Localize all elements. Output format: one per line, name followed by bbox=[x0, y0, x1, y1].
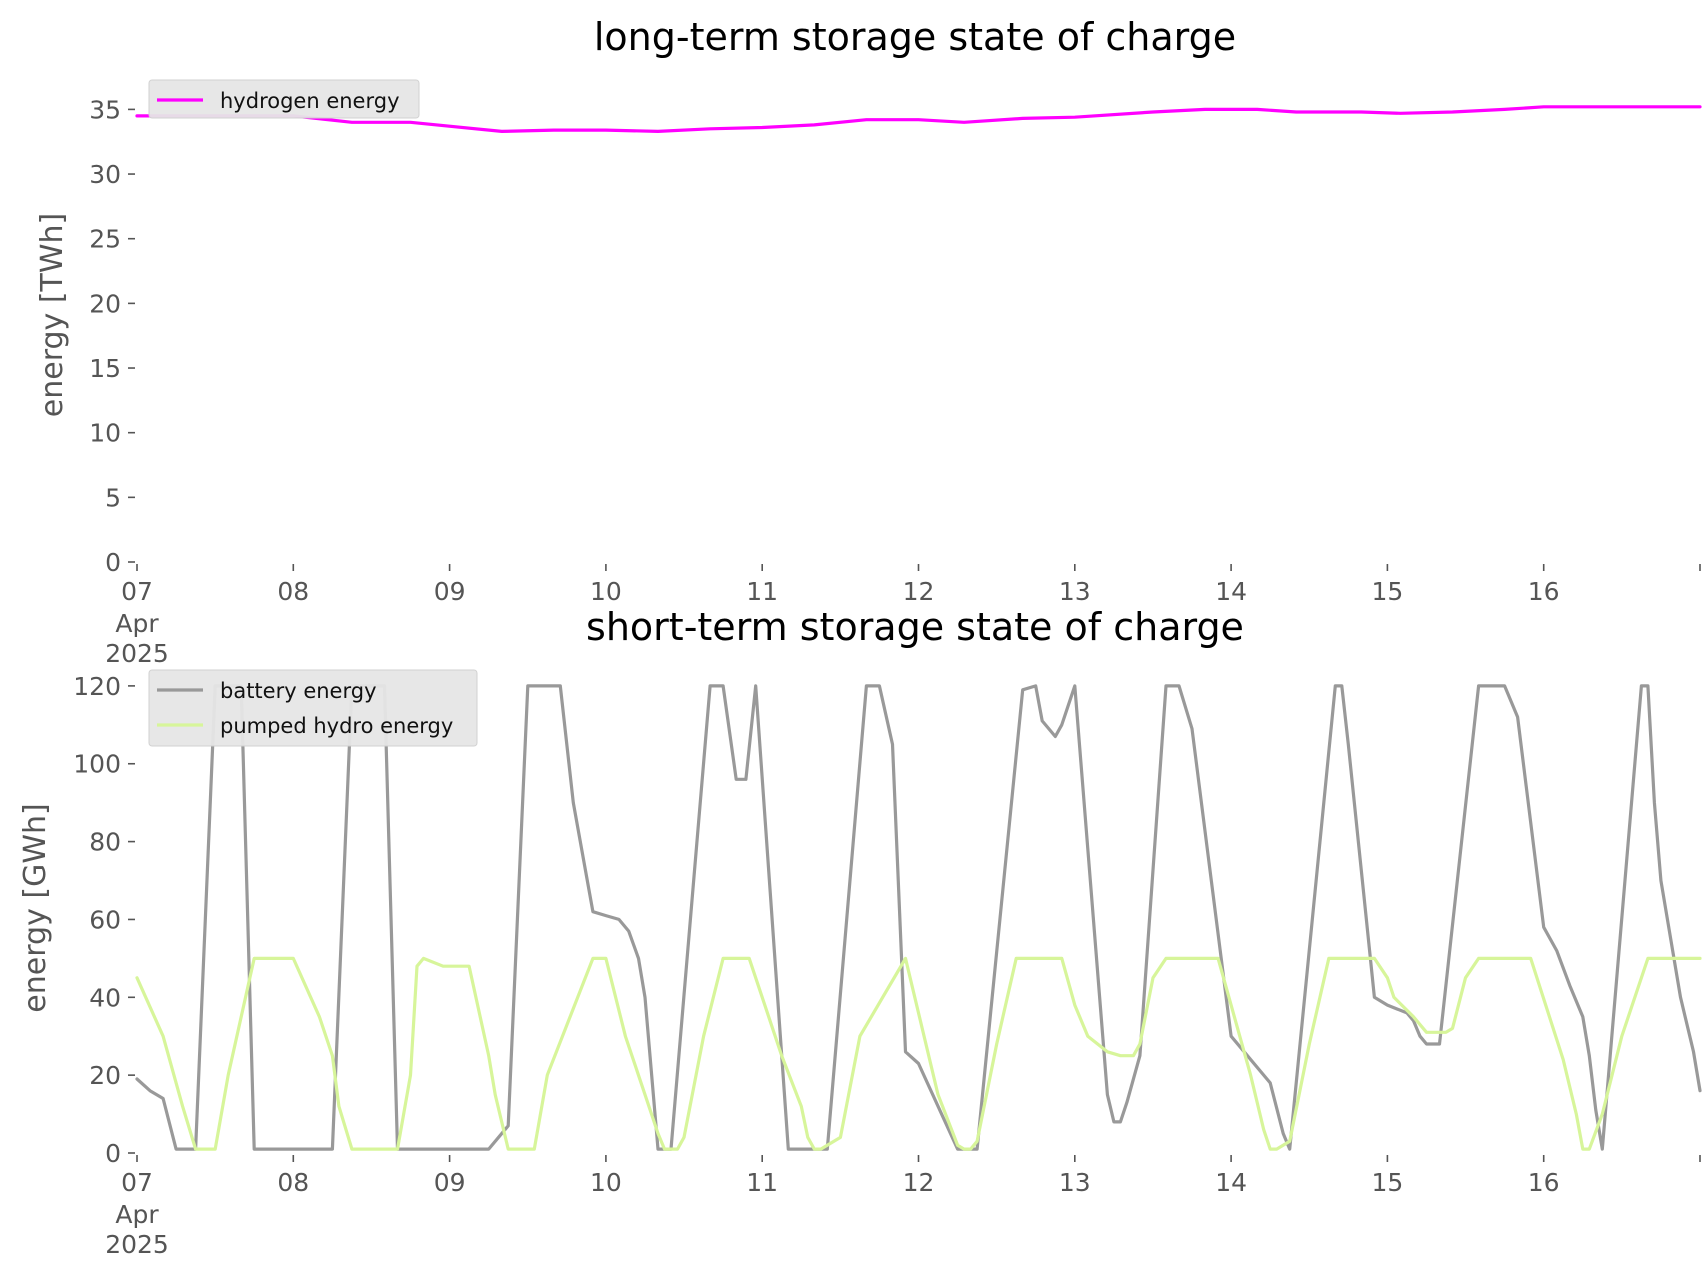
x-tick-label: 14 bbox=[1215, 1168, 1247, 1197]
y-axis-label-gwh: energy [GWh] bbox=[18, 803, 53, 1012]
x-tick-label: 12 bbox=[903, 577, 935, 606]
y-tick-label: 30 bbox=[89, 160, 121, 189]
legend-box bbox=[148, 79, 420, 119]
y-tick-label: 5 bbox=[105, 483, 121, 512]
y-tick-label: 60 bbox=[89, 905, 121, 934]
x-tick-label: 11 bbox=[746, 577, 778, 606]
x-tick-label: 15 bbox=[1371, 577, 1403, 606]
x-tick-label: 16 bbox=[1528, 1168, 1560, 1197]
short-term-panel: short-term storage state of charge energ… bbox=[18, 605, 1702, 1259]
x-tick-label: 14 bbox=[1215, 577, 1247, 606]
x-tick-label: 09 bbox=[434, 577, 466, 606]
x-tick-label: 07 bbox=[121, 577, 153, 606]
x-tick-label: 08 bbox=[277, 1168, 309, 1197]
series-lines-long-term bbox=[135, 105, 1702, 133]
x-tick-label: 13 bbox=[1059, 1168, 1091, 1197]
legend-label-hydrogen-energy: hydrogen energy bbox=[220, 89, 400, 113]
y-axis-ticks-short-term: 0 20 40 60 80 100 120 bbox=[73, 672, 135, 1168]
x-tick-label: 10 bbox=[590, 1168, 622, 1197]
y-tick-label: 35 bbox=[89, 95, 121, 124]
y-axis-ticks-long-term: 0 5 10 15 20 25 30 35 bbox=[89, 95, 135, 577]
y-tick-label: 25 bbox=[89, 225, 121, 254]
chart-title-long-term: long-term storage state of charge bbox=[594, 15, 1236, 59]
y-tick-label: 80 bbox=[89, 828, 121, 857]
x-tick-label: 13 bbox=[1059, 577, 1091, 606]
legend-long-term: hydrogen energy bbox=[148, 79, 420, 119]
legend-label-pumped-hydro-energy: pumped hydro energy bbox=[220, 714, 453, 738]
x-tick-label: 08 bbox=[277, 577, 309, 606]
y-tick-label: 0 bbox=[105, 548, 121, 577]
x-tick-label: 16 bbox=[1528, 577, 1560, 606]
y-tick-label: 20 bbox=[89, 1061, 121, 1090]
y-tick-label: 120 bbox=[73, 672, 121, 701]
x-tick-label: Apr bbox=[115, 609, 159, 638]
x-tick-label: 07 bbox=[121, 1168, 153, 1197]
long-term-panel: long-term storage state of charge energy… bbox=[35, 15, 1702, 668]
series-lines-short-term bbox=[135, 684, 1702, 1151]
y-tick-label: 10 bbox=[89, 419, 121, 448]
y-tick-label: 100 bbox=[73, 750, 121, 779]
legend-short-term: battery energy pumped hydro energy bbox=[148, 669, 478, 747]
series-line-pumped-hydro-energy bbox=[135, 956, 1702, 1151]
y-tick-label: 15 bbox=[89, 354, 121, 383]
x-tick-label: 11 bbox=[746, 1168, 778, 1197]
x-tick-label: 09 bbox=[434, 1168, 466, 1197]
x-tick-label: 2025 bbox=[105, 639, 169, 668]
y-axis-label-twh: energy [TWh] bbox=[35, 213, 70, 417]
x-tick-label: 15 bbox=[1371, 1168, 1403, 1197]
series-line-hydrogen-energy bbox=[135, 105, 1702, 133]
y-tick-label: 20 bbox=[89, 289, 121, 318]
legend-box bbox=[148, 669, 478, 747]
x-tick-label: 10 bbox=[590, 577, 622, 606]
series-line-battery-energy bbox=[135, 684, 1702, 1151]
chart-title-short-term: short-term storage state of charge bbox=[586, 605, 1244, 649]
legend-label-battery-energy: battery energy bbox=[220, 679, 377, 703]
x-tick-label: Apr bbox=[115, 1200, 159, 1229]
y-tick-label: 40 bbox=[89, 983, 121, 1012]
x-tick-label: 12 bbox=[903, 1168, 935, 1197]
y-tick-label: 0 bbox=[105, 1139, 121, 1168]
x-tick-label: 2025 bbox=[105, 1230, 169, 1259]
